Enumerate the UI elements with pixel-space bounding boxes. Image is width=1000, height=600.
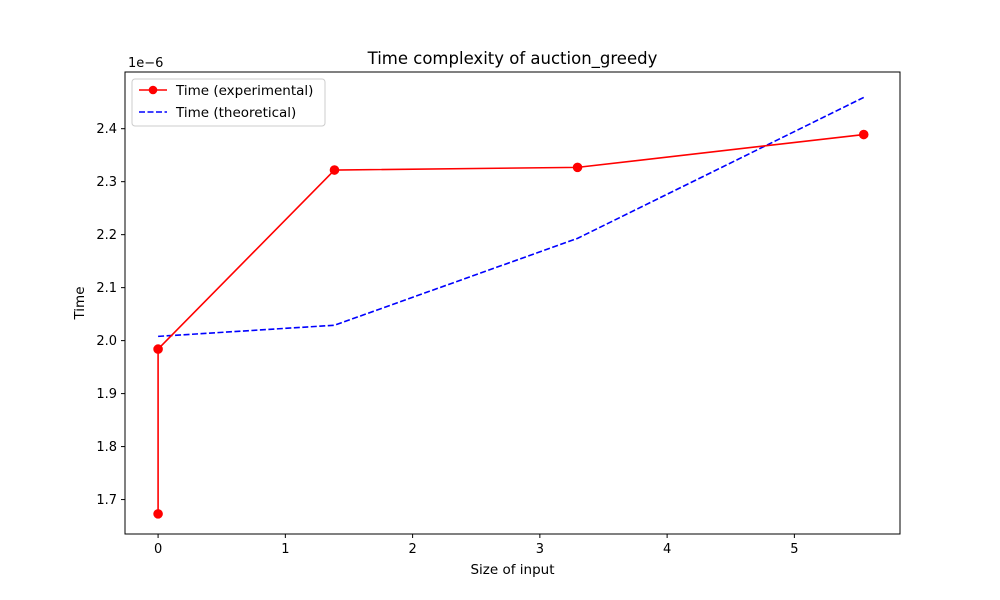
y-axis-offset-text: 1e−6 [128,56,163,71]
x-axis: 0 1 2 3 4 5 [154,534,799,557]
experimental-data-point [153,509,163,519]
plot-frame [124,71,901,535]
x-tick-label: 5 [790,542,798,557]
theoretical-series-line [158,96,865,338]
y-tick-label: 1.9 [96,387,117,402]
y-tick-label: 2.3 [96,175,117,190]
y-tick-label: 1.8 [96,440,117,455]
y-axis-label: Time [72,286,88,320]
y-tick-label: 2.4 [96,122,117,137]
x-tick-label: 2 [408,542,416,557]
experimental-data-point [329,165,340,175]
experimental-data-point [153,344,163,354]
y-tick-label: 1.7 [96,493,117,508]
x-tick-label: 4 [663,542,671,557]
y-tick-label: 2.2 [96,228,117,243]
series-layer [153,96,869,519]
x-axis-label: Size of input [470,562,554,578]
legend: Time (experimental) Time (theoretical) [131,78,326,127]
legend-label: Time (theoretical) [175,105,296,121]
plot-area [125,72,900,534]
x-tick-label: 3 [536,542,544,557]
x-tick-label: 1 [281,542,289,557]
experimental-data-point [572,162,583,173]
legend-frame [131,78,326,127]
legend-label: Time (experimental) [175,83,313,99]
experimental-data-point [858,129,869,140]
y-tick-label: 2.0 [96,334,117,349]
y-tick-label: 2.1 [96,281,117,296]
chart-title: Time complexity of auction_greedy [367,49,658,69]
legend-marker [148,85,158,95]
x-tick-label: 0 [154,542,162,557]
y-axis: 1.7 1.8 1.9 2.0 2.1 2.2 2.3 2.4 [96,122,125,508]
